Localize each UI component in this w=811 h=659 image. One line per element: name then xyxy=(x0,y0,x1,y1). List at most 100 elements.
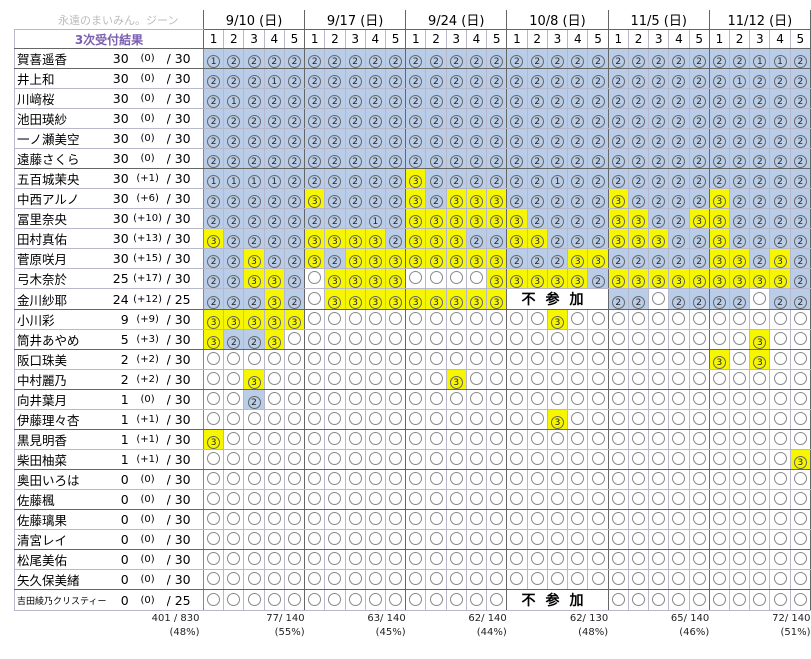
circled-number-icon: 2 xyxy=(328,255,342,268)
slot-cell: 2 xyxy=(243,128,265,149)
slot-cell: 2 xyxy=(790,148,811,169)
slot-cell: 2 xyxy=(628,128,650,149)
circled-number-icon: 2 xyxy=(530,95,544,108)
slot-cell xyxy=(567,489,589,510)
part-number: 2 xyxy=(729,29,751,49)
slot-cell xyxy=(506,329,528,350)
circled-number-icon: 2 xyxy=(409,95,423,108)
empty-circle-icon xyxy=(389,312,403,325)
part-number: 5 xyxy=(790,29,811,49)
slot-cell xyxy=(324,549,346,570)
slot-cell xyxy=(607,469,629,490)
slot-cell: 1 xyxy=(243,168,265,189)
slot-cell xyxy=(729,549,751,570)
slot-cell xyxy=(345,369,366,390)
slot-cell xyxy=(587,409,609,430)
empty-circle-icon xyxy=(469,352,483,365)
slot-cell xyxy=(527,509,548,530)
slot-cell xyxy=(425,529,447,550)
slot-cell xyxy=(749,449,771,470)
empty-circle-icon xyxy=(409,392,423,405)
slot-cell xyxy=(345,509,366,530)
empty-circle-icon xyxy=(733,392,747,405)
empty-circle-icon xyxy=(389,532,403,545)
circled-number-icon: 2 xyxy=(712,135,726,148)
circled-number-icon: 2 xyxy=(510,195,524,208)
part-number: 3 xyxy=(446,29,467,49)
slot-cell xyxy=(425,329,447,350)
empty-circle-icon xyxy=(672,552,686,565)
slot-cell: 3 xyxy=(486,188,508,209)
circled-number-icon: 2 xyxy=(530,195,544,208)
slot-cell: 3 xyxy=(607,208,629,229)
member-diff: (+2) xyxy=(128,369,167,390)
slot-cell xyxy=(587,309,609,330)
slot-cell xyxy=(486,349,508,370)
circled-number-icon: 2 xyxy=(632,175,646,188)
slot-cell xyxy=(466,409,488,430)
slot-cell xyxy=(749,369,771,390)
empty-circle-icon xyxy=(793,332,807,345)
circled-number-icon: 2 xyxy=(773,75,787,88)
circled-number-icon: 2 xyxy=(530,155,544,168)
empty-circle-icon xyxy=(308,512,322,525)
slot-cell xyxy=(385,369,407,390)
empty-circle-icon xyxy=(207,512,221,525)
slot-cell xyxy=(466,529,488,550)
footer-totals-row: 401 / 830 77/ 140 63/ 140 62/ 140 62/ 130 65/… xyxy=(15,611,811,626)
member-row: 黒見明香 1 (+1)/ 30 3 xyxy=(14,429,811,450)
member-count: 1 xyxy=(106,429,129,450)
member-row: 筒井あやめ 5 (+3)/ 30 3 2 2 3 3 xyxy=(14,329,811,350)
slot-cell xyxy=(425,549,447,570)
member-count: 2 xyxy=(106,349,129,370)
circled-number-icon: 2 xyxy=(227,215,241,228)
slot-cell: 2 xyxy=(324,188,346,209)
slot-cell xyxy=(304,329,326,350)
slot-cell: 3 xyxy=(547,309,569,330)
slot-cell: 2 xyxy=(769,168,791,189)
circled-number-icon: 2 xyxy=(652,175,666,188)
circled-number-icon: 2 xyxy=(469,55,483,68)
empty-circle-icon xyxy=(793,592,807,606)
empty-circle-icon xyxy=(227,532,241,545)
slot-cell: 3 xyxy=(243,268,265,289)
circled-number-icon: 2 xyxy=(530,135,544,148)
circled-number-icon: 2 xyxy=(510,95,524,108)
circled-number-icon: 2 xyxy=(328,175,342,188)
grand-total-percent: (48%) xyxy=(169,626,200,638)
slot-cell xyxy=(304,429,326,450)
circled-number-icon: 2 xyxy=(753,115,767,128)
slot-cell: 2 xyxy=(547,188,569,209)
circled-number-icon: 3 xyxy=(409,195,423,208)
slot-cell: 2 xyxy=(304,88,326,109)
circled-number-icon: 3 xyxy=(753,275,767,288)
empty-circle-icon xyxy=(591,452,605,465)
circled-number-icon: 2 xyxy=(287,275,301,288)
empty-circle-icon xyxy=(247,572,261,585)
member-total: / 30 xyxy=(166,268,204,289)
slot-cell xyxy=(223,429,245,450)
empty-circle-icon xyxy=(368,412,382,425)
member-name: 黒見明香 xyxy=(14,429,107,450)
slot-cell xyxy=(405,589,427,611)
slot-cell xyxy=(202,509,225,530)
circled-number-icon: 3 xyxy=(712,195,726,208)
part-number: 2 xyxy=(223,29,245,49)
empty-circle-icon xyxy=(429,271,443,284)
part-number: 2 xyxy=(527,29,548,49)
empty-circle-icon xyxy=(733,492,747,505)
empty-circle-icon xyxy=(712,412,726,425)
circled-number-icon: 2 xyxy=(490,75,504,88)
empty-circle-icon xyxy=(490,352,504,365)
empty-circle-icon xyxy=(753,492,767,505)
member-total: / 30 xyxy=(166,108,204,129)
slot-cell: 2 xyxy=(587,88,609,109)
slot-cell xyxy=(749,529,771,550)
slot-cell xyxy=(264,429,285,450)
slot-cell: 2 xyxy=(345,88,366,109)
slot-cell: 2 xyxy=(547,208,569,229)
slot-cell: 2 xyxy=(324,88,346,109)
circled-number-icon: 2 xyxy=(247,195,261,208)
empty-circle-icon xyxy=(632,532,646,545)
slot-cell: 3 xyxy=(729,248,751,269)
